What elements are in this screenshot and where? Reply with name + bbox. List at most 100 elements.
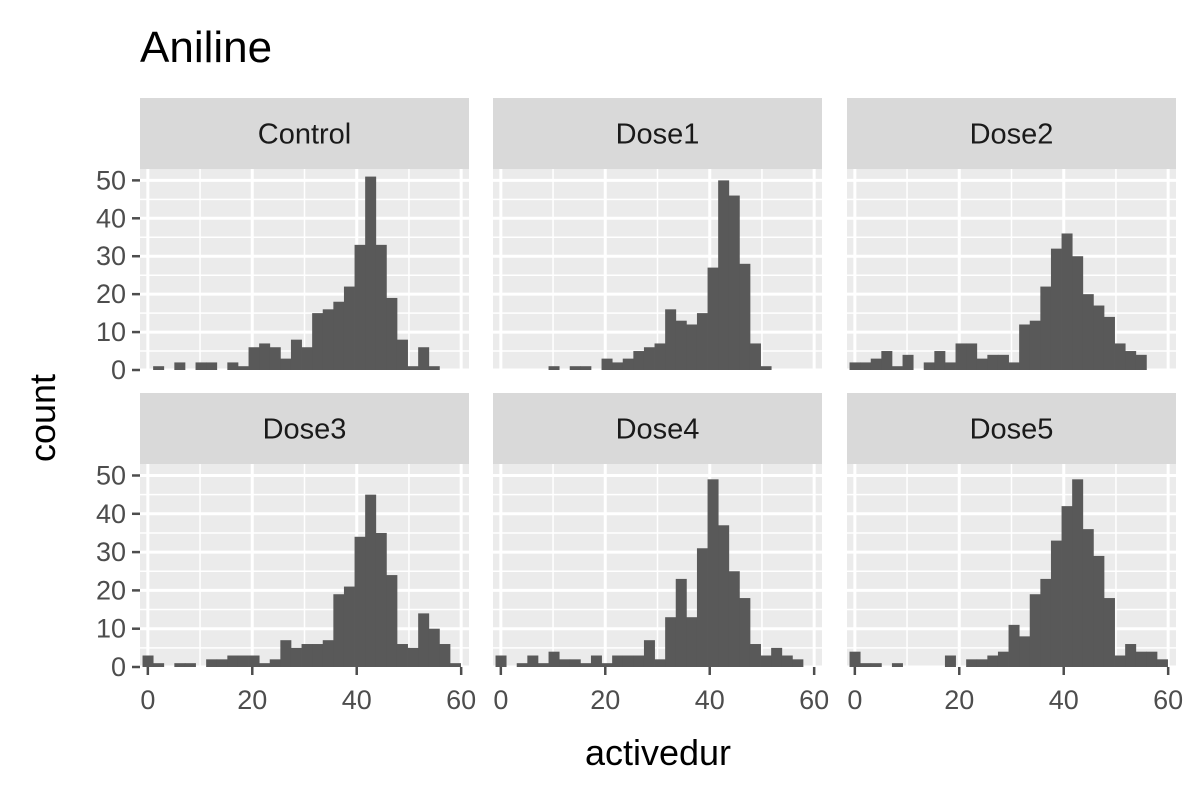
histogram-bar [1093,555,1105,667]
strip-label: Dose2 [970,119,1054,151]
facet-panel-dose3: Dose3 0 10 20 30 40 50 0 20 40 60 [96,393,476,715]
histogram-bar [354,536,366,667]
histogram-bar [1125,644,1137,667]
x-tick-label: 20 [590,685,620,715]
histogram-bar [612,655,624,667]
histogram-bar [997,651,1009,667]
histogram-bar [280,640,292,667]
histogram-bar [396,644,408,667]
histogram-bar [955,343,967,370]
histogram-bar [760,655,772,667]
histogram-bar [944,362,956,370]
x-tick-label: 60 [1153,685,1183,715]
strip-background [847,98,1176,169]
histogram-bar [269,347,281,370]
histogram-bar [633,655,645,667]
histogram-bar [449,663,461,667]
histogram-bar [259,343,271,370]
y-tick-label: 50 [96,165,126,195]
histogram-bar [781,655,793,667]
histogram-bar [1103,598,1115,667]
histogram-bar [439,644,451,667]
histogram-bar [569,366,581,370]
histogram-bar [849,362,861,370]
histogram-bar [891,366,903,370]
x-tick-label: 0 [140,685,155,715]
y-tick-label: 10 [96,317,126,347]
histogram-bar [428,366,440,370]
strip-label: Dose1 [616,119,700,151]
y-tick-label: 40 [96,499,126,529]
histogram-bar [1061,506,1073,667]
histogram-bar [966,659,978,667]
histogram-bar [643,640,655,667]
histogram-bar [707,267,719,370]
histogram-bar [654,343,666,370]
histogram-bar [1029,594,1041,667]
histogram-bar [1135,651,1147,667]
strip-label: Dose3 [263,414,347,446]
histogram-bar [343,286,355,370]
histogram-bar [312,644,324,667]
histogram-bar [537,663,549,667]
histogram-bar [206,659,218,667]
histogram-bar [559,659,571,667]
y-tick-label: 0 [111,652,126,682]
histogram-bar [675,320,687,370]
strip-label: Control [258,119,352,151]
histogram-bar [739,598,751,667]
histogram-bar [760,366,772,370]
histogram-bar [891,663,903,667]
histogram-bar [1008,362,1020,370]
histogram-bar [1019,324,1031,370]
histogram-bar [227,655,239,667]
histogram-bar [1114,655,1126,667]
histogram-bar [1125,351,1137,370]
histogram-bar [1061,233,1073,370]
histogram-bar [580,663,592,667]
histogram-bar [601,358,613,370]
histogram-bar [749,644,761,667]
histogram-bar [633,351,645,370]
histogram-bar [333,594,345,667]
histogram-bar [923,362,935,370]
histogram-bar [195,362,207,370]
histogram-bar [354,244,366,370]
y-tick-label: 40 [96,203,126,233]
histogram-bar [375,244,387,370]
x-tick-label: 40 [342,685,372,715]
histogram-bar [1040,578,1052,667]
histogram-bar [1082,294,1094,370]
histogram-bar [1008,624,1020,667]
histogram-bar [792,659,804,667]
histogram-bar [516,663,528,667]
x-axis-title: activedur [585,732,731,773]
histogram-bar [1072,256,1084,370]
strip-background [493,393,822,464]
histogram-bar [495,655,507,667]
histogram-bar [686,324,698,370]
histogram-bar [418,347,430,370]
histogram-bar [248,655,260,667]
histogram-bar [612,362,624,370]
histogram-bar [902,354,914,370]
histogram-bar [1093,305,1105,370]
facet-panel-dose1: Dose1 [493,98,822,372]
histogram-bar [153,366,165,370]
histogram-bar [622,655,634,667]
histogram-bar [407,366,419,370]
histogram-bar [739,263,751,370]
histogram-bar [569,659,581,667]
histogram-bar [728,195,740,370]
histogram-bar [1135,354,1147,370]
histogram-bar [728,571,740,667]
x-tick-label: 40 [695,685,725,715]
histogram-bar [386,297,398,370]
histogram-bar [1146,651,1158,667]
histogram-bar [580,366,592,370]
histogram-bar [280,358,292,370]
histogram-bar [322,640,334,667]
histogram-bar [1029,320,1041,370]
strip-label: Dose4 [616,414,700,446]
histogram-bar [548,366,560,370]
